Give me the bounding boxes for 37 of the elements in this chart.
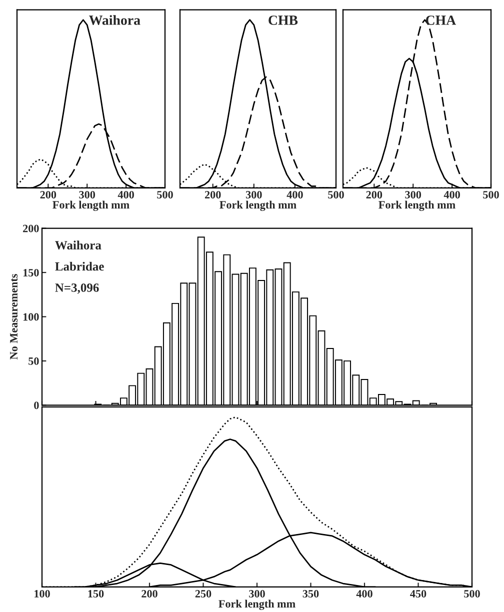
x-tick-label: 150 <box>88 590 104 598</box>
x-tick-label: 200 <box>142 590 158 598</box>
y-tick-label: 0 <box>34 402 39 410</box>
y-tick-label: 200 <box>23 224 39 232</box>
y-tick-label: 50 <box>28 357 39 365</box>
x-tick-label: 300 <box>246 190 262 198</box>
x-tick-label: 400 <box>286 190 303 198</box>
x-tick-label: 450 <box>410 590 426 598</box>
x-tick-label: 300 <box>79 190 96 198</box>
x-tick-label: 200 <box>204 190 221 198</box>
x-tick-label: 200 <box>40 190 56 198</box>
x-tick-label: 400 <box>356 590 372 598</box>
x-tick-label: 200 <box>366 190 382 198</box>
x-axis-title: Fork length mm <box>52 200 130 211</box>
y-tick-label: 150 <box>23 268 39 276</box>
x-tick-label: 500 <box>328 190 344 198</box>
x-axis-title: Fork length mm <box>378 200 456 211</box>
annotation: Labridae <box>55 262 104 271</box>
annotation: N=3,096 <box>55 283 99 294</box>
annotation: Waihora <box>55 240 102 250</box>
x-tick-label: 300 <box>249 590 265 598</box>
x-tick-label: 500 <box>157 190 173 198</box>
x-axis-title: Fork length mm <box>220 200 296 211</box>
x-tick-label: 300 <box>405 190 422 198</box>
x-tick-label: 250 <box>195 590 212 598</box>
x-tick-label: 100 <box>34 590 50 598</box>
x-tick-label: 500 <box>483 190 499 198</box>
chart-title: Waihora <box>89 15 140 25</box>
x-tick-label: 400 <box>118 190 134 198</box>
x-tick-label: 400 <box>444 190 460 198</box>
chart-title: CHB <box>268 16 298 25</box>
x-tick-label: 350 <box>302 590 319 598</box>
x-axis-title: Fork length mm <box>218 600 296 610</box>
chart-title: CHA <box>426 16 456 25</box>
y-tick-label: 100 <box>23 313 39 321</box>
y-axis-title: No Measurements <box>10 274 18 360</box>
x-tick-label: 500 <box>464 590 480 598</box>
